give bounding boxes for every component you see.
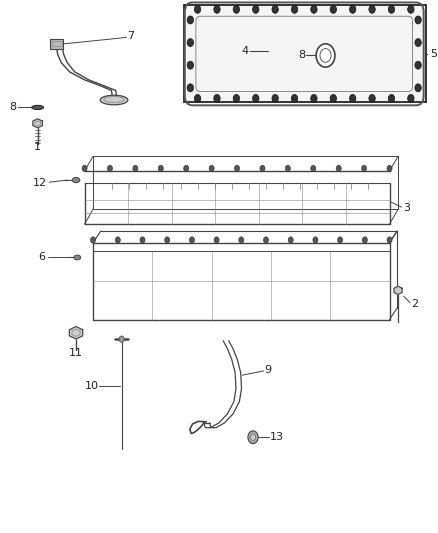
- Circle shape: [336, 165, 341, 172]
- Circle shape: [285, 165, 290, 172]
- Text: 8: 8: [298, 51, 305, 60]
- Circle shape: [115, 237, 120, 243]
- Text: 2: 2: [412, 298, 419, 309]
- Circle shape: [291, 94, 298, 102]
- Circle shape: [272, 5, 278, 13]
- Text: 10: 10: [85, 381, 99, 391]
- Circle shape: [239, 237, 244, 243]
- Circle shape: [361, 165, 367, 172]
- Circle shape: [408, 94, 414, 102]
- Circle shape: [158, 165, 163, 172]
- Circle shape: [214, 5, 220, 13]
- Circle shape: [187, 84, 194, 92]
- Circle shape: [387, 237, 392, 243]
- Circle shape: [415, 84, 421, 92]
- Circle shape: [415, 16, 421, 24]
- Circle shape: [263, 237, 268, 243]
- Text: 3: 3: [403, 203, 410, 213]
- Circle shape: [311, 5, 317, 13]
- Circle shape: [316, 44, 335, 67]
- Circle shape: [248, 431, 258, 443]
- Circle shape: [320, 49, 331, 62]
- Circle shape: [187, 61, 194, 69]
- Ellipse shape: [74, 255, 81, 260]
- Bar: [50, 39, 63, 49]
- Text: 6: 6: [39, 252, 46, 262]
- Polygon shape: [69, 327, 83, 339]
- Circle shape: [260, 165, 265, 172]
- Circle shape: [187, 38, 194, 46]
- Circle shape: [209, 165, 214, 172]
- Text: 13: 13: [270, 432, 284, 442]
- Circle shape: [291, 5, 298, 13]
- Text: 9: 9: [265, 365, 272, 375]
- Bar: [184, 5, 426, 102]
- Circle shape: [214, 94, 220, 102]
- Ellipse shape: [100, 95, 128, 105]
- Circle shape: [133, 165, 138, 172]
- Circle shape: [194, 5, 201, 13]
- Circle shape: [330, 94, 336, 102]
- Circle shape: [184, 165, 189, 172]
- Circle shape: [388, 94, 395, 102]
- Polygon shape: [394, 286, 402, 294]
- Text: 8: 8: [9, 102, 16, 112]
- Text: 1: 1: [34, 142, 41, 152]
- Bar: [52, 41, 61, 46]
- Circle shape: [338, 237, 343, 243]
- Circle shape: [189, 237, 194, 243]
- Circle shape: [350, 94, 356, 102]
- Circle shape: [369, 94, 375, 102]
- Circle shape: [187, 16, 194, 24]
- Text: 12: 12: [33, 177, 47, 188]
- Circle shape: [253, 94, 259, 102]
- Text: 7: 7: [127, 31, 134, 41]
- Polygon shape: [33, 119, 42, 128]
- Circle shape: [415, 38, 421, 46]
- Circle shape: [288, 237, 293, 243]
- Circle shape: [214, 237, 219, 243]
- Circle shape: [362, 237, 367, 243]
- Circle shape: [119, 336, 124, 342]
- Circle shape: [313, 237, 318, 243]
- Circle shape: [91, 237, 95, 243]
- Circle shape: [311, 165, 316, 172]
- Circle shape: [311, 94, 317, 102]
- Text: 11: 11: [69, 349, 83, 359]
- Circle shape: [330, 5, 336, 13]
- Circle shape: [194, 94, 201, 102]
- Circle shape: [107, 165, 113, 172]
- Circle shape: [233, 5, 240, 13]
- Circle shape: [408, 5, 414, 13]
- Ellipse shape: [72, 177, 80, 183]
- Circle shape: [233, 94, 240, 102]
- Ellipse shape: [32, 106, 44, 110]
- Circle shape: [350, 5, 356, 13]
- Text: 5: 5: [430, 50, 437, 59]
- Circle shape: [82, 165, 87, 172]
- Circle shape: [387, 165, 392, 172]
- Circle shape: [165, 237, 170, 243]
- Circle shape: [388, 5, 395, 13]
- Text: 4: 4: [241, 46, 248, 56]
- Circle shape: [140, 237, 145, 243]
- Circle shape: [251, 434, 256, 440]
- Circle shape: [272, 94, 278, 102]
- Circle shape: [415, 61, 421, 69]
- Circle shape: [234, 165, 240, 172]
- Circle shape: [369, 5, 375, 13]
- Circle shape: [253, 5, 259, 13]
